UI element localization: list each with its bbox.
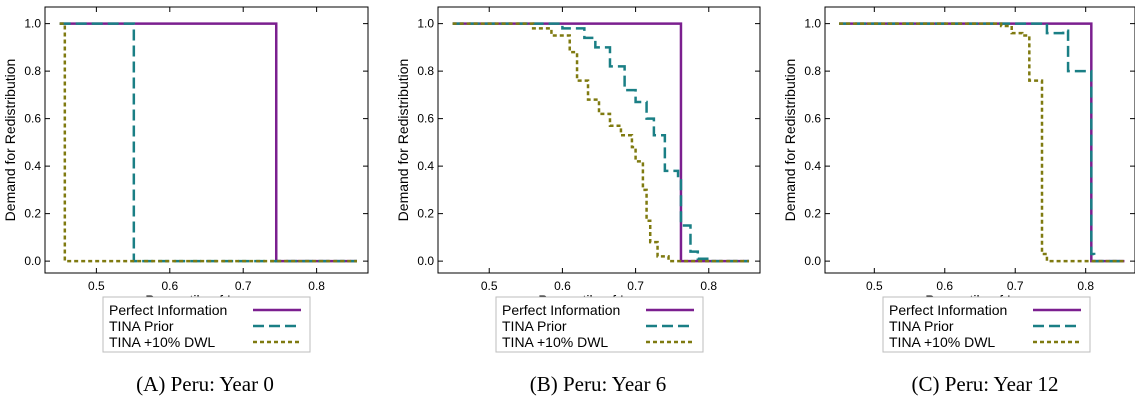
- x-tick-label: 0.7: [627, 279, 644, 293]
- series-line-dashed: [452, 22, 750, 263]
- legend-label: TINA +10% DWL: [109, 334, 215, 350]
- x-tick-label: 0.5: [88, 279, 105, 293]
- y-tick-label: 1.0: [417, 17, 434, 31]
- y-tick-label: 0.0: [24, 254, 41, 268]
- legend-label: Perfect Information: [502, 302, 620, 318]
- legend-label: TINA +10% DWL: [502, 334, 608, 350]
- y-tick-label: 0.0: [804, 254, 821, 268]
- x-tick-label: 0.6: [161, 279, 178, 293]
- y-tick-label: 0.4: [24, 159, 41, 173]
- x-tick-label: 0.8: [308, 279, 325, 293]
- y-tick-label: 0.4: [804, 159, 821, 173]
- series-line-solid: [59, 22, 357, 263]
- legend-label: Perfect Information: [109, 302, 227, 318]
- y-tick-label: 0.6: [24, 112, 41, 126]
- y-tick-label: 0.8: [417, 64, 434, 78]
- y-tick-label: 0.2: [24, 207, 41, 221]
- x-tick-label: 0.7: [1007, 279, 1024, 293]
- y-axis-label: Demand for Redistribution: [2, 59, 18, 222]
- y-tick-label: 0.8: [804, 64, 821, 78]
- series-line-dashed: [839, 22, 1125, 263]
- y-tick-label: 1.0: [804, 17, 821, 31]
- panel-caption: (A) Peru: Year 0: [136, 372, 274, 396]
- x-tick-label: 0.5: [481, 279, 498, 293]
- y-axis-label: Demand for Redistribution: [782, 59, 798, 222]
- series-line-dotted: [59, 22, 357, 263]
- x-tick-label: 0.8: [1077, 279, 1094, 293]
- series-line-solid: [452, 22, 750, 263]
- y-tick-label: 0.6: [804, 112, 821, 126]
- plot-frame: [44, 6, 369, 274]
- chart-panel-2: 0.0 0.2 0.4 0.6 0.8 1.0 0.5 0.6 0.7 0.8 Demand for…: [782, 6, 1135, 396]
- y-tick-label: 0.6: [417, 112, 434, 126]
- y-tick-label: 0.8: [24, 64, 41, 78]
- y-tick-label: 0.0: [417, 254, 434, 268]
- y-axis-label: Demand for Redistribution: [395, 59, 411, 222]
- legend-label: TINA Prior: [502, 318, 567, 334]
- plot-frame: [437, 6, 761, 274]
- chart-panel-0: 0.0 0.2 0.4 0.6 0.8 1.0 0.5 0.6 0.7 0.8 Demand for…: [2, 6, 369, 396]
- x-tick-label: 0.8: [700, 279, 717, 293]
- series-line-solid: [839, 22, 1125, 263]
- x-tick-label: 0.6: [936, 279, 953, 293]
- legend-label: Perfect Information: [889, 302, 1007, 318]
- chart-panel-1: 0.0 0.2 0.4 0.6 0.8 1.0 0.5 0.6 0.7 0.8 Demand for…: [395, 6, 761, 396]
- x-tick-label: 0.5: [866, 279, 883, 293]
- y-tick-label: 0.4: [417, 159, 434, 173]
- series-line-dotted: [839, 22, 1125, 263]
- y-tick-label: 1.0: [24, 17, 41, 31]
- series-line-dashed: [59, 22, 357, 263]
- legend-label: TINA Prior: [889, 318, 954, 334]
- series-line-dotted: [452, 22, 750, 263]
- panel-caption: (B) Peru: Year 6: [530, 372, 667, 396]
- panel-caption: (C) Peru: Year 12: [912, 372, 1059, 396]
- plot-frame: [824, 6, 1135, 274]
- x-tick-label: 0.7: [235, 279, 252, 293]
- y-tick-label: 0.2: [804, 207, 821, 221]
- legend-label: TINA Prior: [109, 318, 174, 334]
- legend-label: TINA +10% DWL: [889, 334, 995, 350]
- y-tick-label: 0.2: [417, 207, 434, 221]
- x-tick-label: 0.6: [554, 279, 571, 293]
